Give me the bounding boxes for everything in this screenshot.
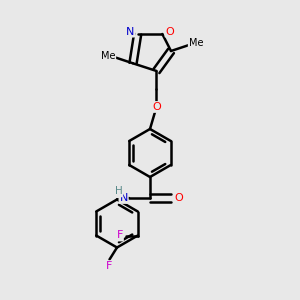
Text: F: F	[117, 230, 123, 241]
Text: Me: Me	[189, 38, 203, 49]
Text: N: N	[119, 193, 128, 203]
Text: F: F	[106, 261, 113, 271]
Text: O: O	[152, 102, 161, 112]
Text: O: O	[166, 27, 174, 37]
Text: O: O	[174, 193, 183, 203]
Text: Me: Me	[101, 51, 116, 61]
Text: H: H	[115, 186, 122, 197]
Text: N: N	[126, 27, 134, 37]
